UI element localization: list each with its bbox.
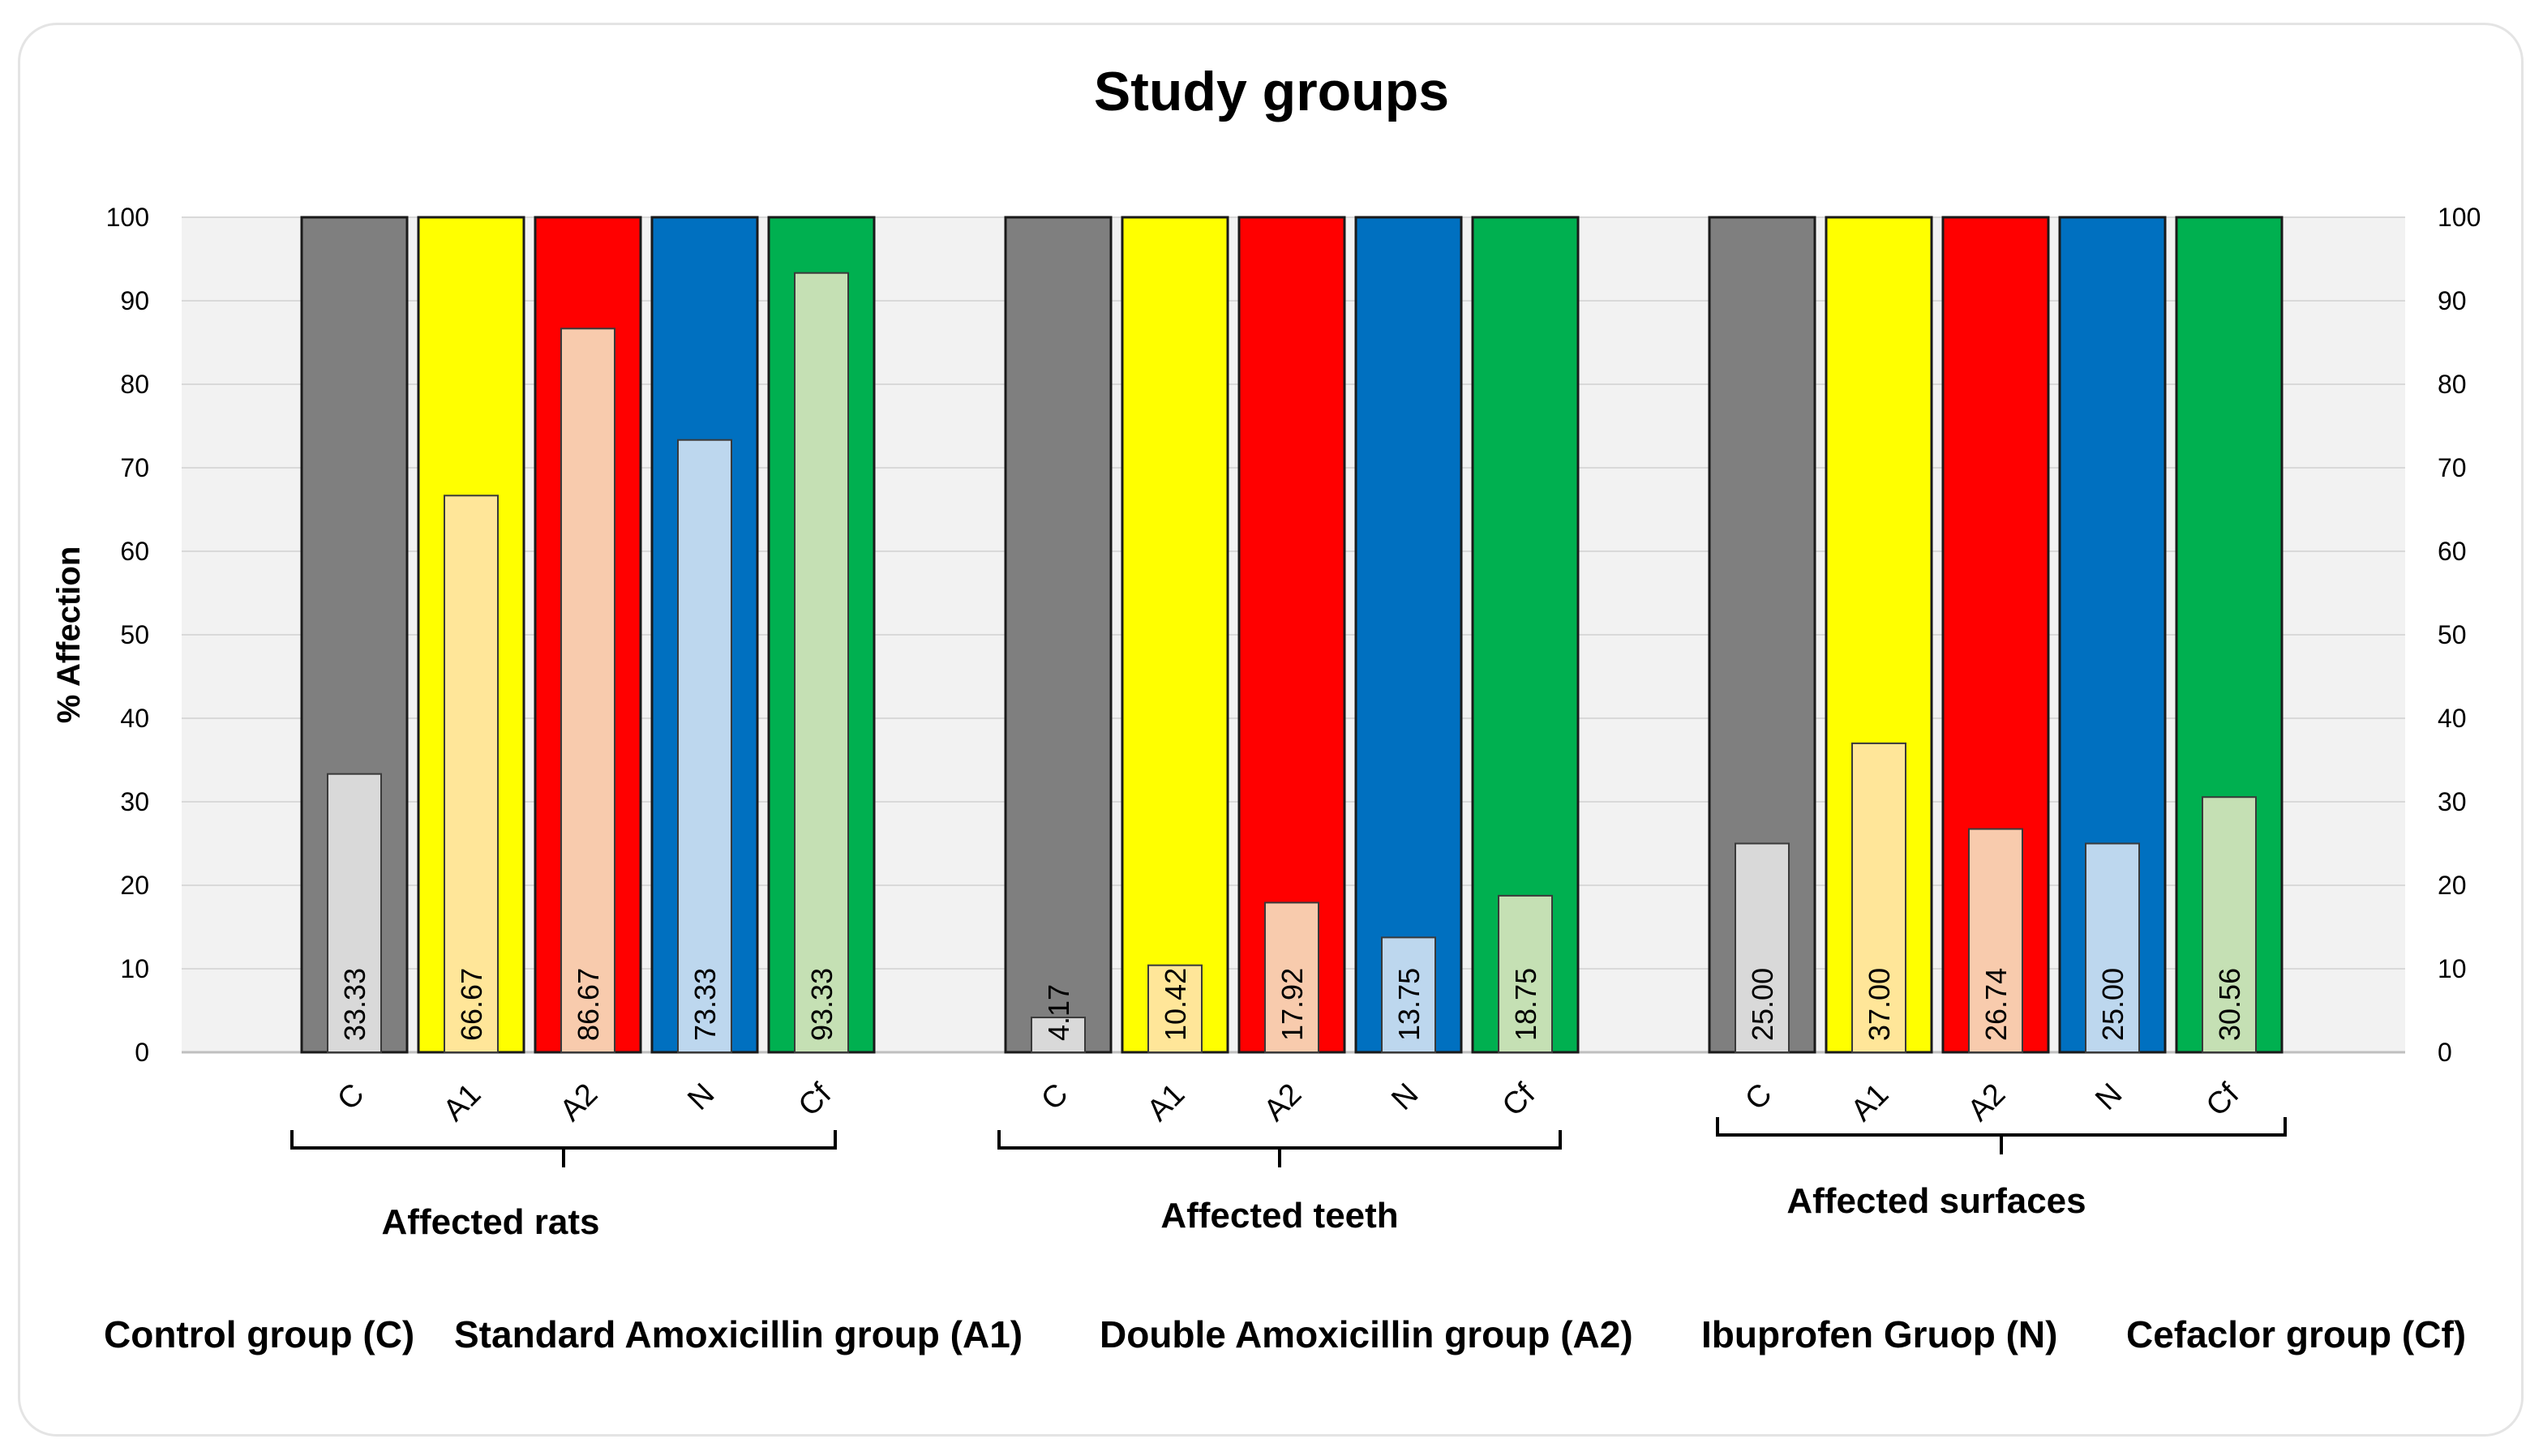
x-tick-label: A1 bbox=[1141, 1077, 1192, 1128]
bar-Cf bbox=[794, 272, 849, 1053]
y-tick-label-right: 90 bbox=[2438, 286, 2467, 315]
data-label: 25.00 bbox=[2096, 968, 2129, 1041]
y-tick-label-right: 10 bbox=[2438, 954, 2467, 983]
y-tick-label-left: 50 bbox=[120, 620, 149, 649]
data-label: 10.42 bbox=[1159, 968, 1192, 1041]
bar-A2 bbox=[1968, 828, 2023, 1053]
group-brace bbox=[290, 1130, 837, 1167]
data-label: 73.33 bbox=[688, 968, 722, 1041]
data-label: 26.74 bbox=[1979, 968, 2013, 1041]
legend-entry-A2: Double Amoxicillin group (A2) bbox=[1100, 1313, 1633, 1355]
x-tick-label: N bbox=[2089, 1077, 2129, 1117]
bar-background-C bbox=[1004, 216, 1113, 1054]
x-tick-label: A1 bbox=[437, 1077, 488, 1128]
x-tick-label: C bbox=[331, 1077, 371, 1117]
data-label: 17.92 bbox=[1276, 968, 1309, 1041]
y-tick-label-right: 100 bbox=[2438, 203, 2481, 232]
data-label: 13.75 bbox=[1392, 968, 1426, 1041]
x-tick-label: A1 bbox=[1845, 1077, 1896, 1128]
bar-A2 bbox=[560, 328, 615, 1053]
data-label: 86.67 bbox=[572, 968, 605, 1041]
bar-Cf bbox=[2202, 796, 2257, 1053]
x-tick-label: C bbox=[1035, 1077, 1074, 1117]
x-tick-label: N bbox=[681, 1077, 721, 1117]
data-label: 66.67 bbox=[455, 968, 488, 1041]
group-brace bbox=[997, 1130, 1562, 1167]
bar-A1 bbox=[1147, 964, 1203, 1053]
y-tick-label-left: 100 bbox=[106, 203, 149, 232]
group-brace bbox=[1716, 1117, 2287, 1154]
group-label: Affected teeth bbox=[1160, 1196, 1398, 1235]
y-tick-label-left: 30 bbox=[120, 787, 149, 816]
y-tick-label-left: 80 bbox=[120, 370, 149, 399]
data-label: 25.00 bbox=[1746, 968, 1779, 1041]
group-label: Affected rats bbox=[382, 1202, 600, 1242]
legend-entry-A1: Standard Amoxicillin group (A1) bbox=[454, 1313, 1023, 1355]
y-tick-label-right: 60 bbox=[2438, 537, 2467, 566]
bar-N bbox=[677, 439, 732, 1053]
bar-A1 bbox=[1851, 742, 1906, 1054]
x-tick-label: C bbox=[1739, 1077, 1778, 1117]
data-label: 93.33 bbox=[805, 968, 838, 1041]
data-label: 37.00 bbox=[1863, 968, 1896, 1041]
y-tick-label-left: 60 bbox=[120, 537, 149, 566]
x-tick-label: A2 bbox=[1258, 1077, 1309, 1128]
bar-C bbox=[1735, 842, 1790, 1053]
y-tick-label-right: 20 bbox=[2438, 871, 2467, 900]
bar-N bbox=[1381, 936, 1436, 1053]
y-tick-label-right: 0 bbox=[2438, 1038, 2452, 1067]
chart-title: Study groups bbox=[1094, 61, 1449, 122]
y-tick-label-right: 50 bbox=[2438, 620, 2467, 649]
y-axis-label: % Affection bbox=[51, 546, 87, 724]
bar-A2 bbox=[1264, 901, 1319, 1053]
y-tick-label-left: 90 bbox=[120, 286, 149, 315]
legend-entry-Cf: Cefaclor group (Cf) bbox=[2126, 1313, 2466, 1355]
data-label: 33.33 bbox=[338, 968, 371, 1041]
bar-background-N bbox=[2058, 216, 2167, 1054]
x-tick-label: A2 bbox=[554, 1077, 605, 1128]
y-tick-label-left: 20 bbox=[120, 871, 149, 900]
legend-entry-C: Control group (C) bbox=[104, 1313, 414, 1355]
y-tick-label-right: 70 bbox=[2438, 453, 2467, 482]
y-tick-label-right: 30 bbox=[2438, 787, 2467, 816]
bar-C bbox=[1031, 1017, 1086, 1053]
data-label: 30.56 bbox=[2213, 968, 2246, 1041]
data-label: 18.75 bbox=[1509, 968, 1542, 1041]
y-tick-label-right: 40 bbox=[2438, 704, 2467, 733]
y-tick-label-left: 40 bbox=[120, 704, 149, 733]
x-tick-label: Cf bbox=[1496, 1077, 1542, 1123]
y-tick-label-right: 80 bbox=[2438, 370, 2467, 399]
x-tick-label: Cf bbox=[792, 1077, 838, 1123]
bar-N bbox=[2085, 842, 2140, 1053]
data-label: 4.17 bbox=[1042, 984, 1075, 1041]
y-tick-label-left: 70 bbox=[120, 453, 149, 482]
bar-background-N bbox=[1354, 216, 1463, 1054]
y-tick-label-left: 0 bbox=[135, 1038, 149, 1067]
y-tick-label-left: 10 bbox=[120, 954, 149, 983]
x-tick-label: A2 bbox=[1962, 1077, 2013, 1128]
bar-C bbox=[327, 773, 382, 1053]
x-tick-label: N bbox=[1385, 1077, 1425, 1117]
legend-entry-N: Ibuprofen Gruop (N) bbox=[1701, 1313, 2057, 1355]
bar-background-A1 bbox=[1121, 216, 1229, 1054]
x-tick-label: Cf bbox=[2200, 1077, 2246, 1123]
bar-A1 bbox=[444, 495, 499, 1053]
group-label: Affected surfaces bbox=[1786, 1181, 2086, 1221]
bar-Cf bbox=[1498, 894, 1553, 1053]
